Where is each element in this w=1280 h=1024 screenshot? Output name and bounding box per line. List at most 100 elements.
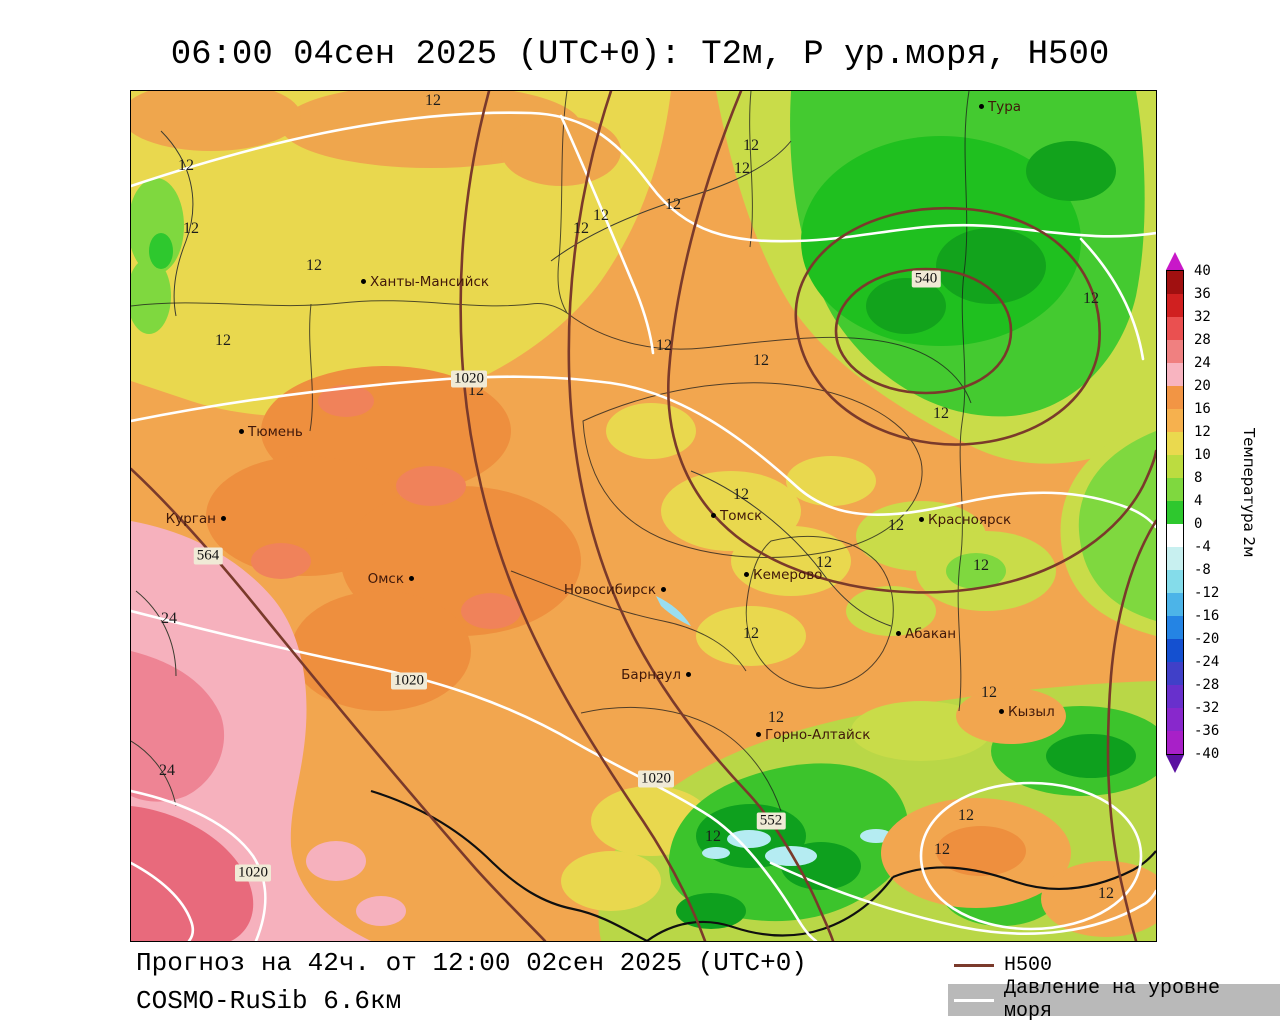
city-label: Горно-Алтайск (765, 727, 871, 743)
isotherm-label: 12 (743, 137, 759, 154)
contour-label: 1020 (235, 864, 271, 882)
isotherm-label: 12 (306, 257, 322, 274)
model-info: COSMO-RuSib 6.6км (136, 986, 402, 1016)
city-dot-icon (978, 103, 984, 109)
city-dot-icon (660, 586, 666, 592)
colorbar-tick: 4 (1194, 493, 1203, 509)
h500-line-sample-icon (954, 963, 994, 967)
city-dot-icon (755, 731, 761, 737)
isotherm-label: 12 (1083, 290, 1099, 307)
colorbar-segment (1167, 294, 1183, 317)
contour-label: 552 (756, 812, 786, 830)
colorbar-arrow-bottom-icon (1166, 755, 1184, 773)
isotherm-label: 12 (656, 337, 672, 354)
colorbar-title: Температура 2м (1240, 428, 1258, 558)
colorbar-tick: 20 (1194, 378, 1211, 394)
isotherm-label: 12 (816, 554, 832, 571)
legend-pressure: Давление на уровне моря (948, 977, 1280, 1023)
page-title: 06:00 04сен 2025 (UTC+0): Т2м, P ур.моря… (170, 36, 1110, 74)
colorbar-segment (1167, 639, 1183, 662)
colorbar-segment (1167, 662, 1183, 685)
colorbar-tick: -40 (1194, 746, 1220, 762)
isotherm-label: 12 (743, 625, 759, 642)
contour-label: 564 (193, 547, 223, 565)
city-dot-icon (743, 571, 749, 577)
isotherm-label: 12 (888, 517, 904, 534)
colorbar-segment (1167, 363, 1183, 386)
isotherm-label: 24 (161, 610, 177, 627)
isotherm-label: 12 (933, 405, 949, 422)
map-overlays: Тура Ханты-Мансийск Тюмень Курган Омск Томск К… (131, 91, 1156, 941)
colorbar-segments (1166, 270, 1184, 755)
colorbar-tick: -20 (1194, 631, 1220, 647)
isotherm-label: 12 (753, 352, 769, 369)
colorbar-tick: 24 (1194, 355, 1211, 371)
colorbar-segment (1167, 685, 1183, 708)
contour-label: 1020 (451, 370, 487, 388)
admin-borders (131, 91, 972, 812)
isotherm-label: 12 (733, 486, 749, 503)
isotherm-label: 12 (981, 684, 997, 701)
colorbar-tick: 28 (1194, 332, 1211, 348)
city-dot-icon (220, 515, 226, 521)
temperature-field (131, 91, 1156, 941)
city-dot-icon (360, 278, 366, 284)
colorbar-segment (1167, 708, 1183, 731)
colorbar-segment (1167, 501, 1183, 524)
isotherm-lines (131, 130, 892, 807)
city-label: Ханты-Мансийск (370, 274, 490, 290)
isotherm-label: 12 (178, 157, 194, 174)
pressure-line-sample-icon (954, 998, 994, 1002)
colorbar-tick-labels: 40 36 32 28 24 20 16 12 10 8 4 0 -4 -8 -12 -16 -20 -24 -28… (1194, 252, 1244, 812)
colorbar-tick: 32 (1194, 309, 1211, 325)
city-label: Абакан (905, 626, 957, 642)
colorbar-tick: 36 (1194, 286, 1211, 302)
colorbar-tick: 0 (1194, 516, 1203, 532)
colorbar-tick: -28 (1194, 677, 1220, 693)
forecast-map: Тура Ханты-Мансийск Тюмень Курган Омск Томск К… (130, 90, 1157, 942)
city-label: Барнаул (621, 667, 681, 683)
isotherm-label: 12 (768, 709, 784, 726)
isotherm-label: 12 (934, 841, 950, 858)
isotherm-label: 12 (1098, 885, 1114, 902)
colorbar-segment (1167, 593, 1183, 616)
colorbar-segment (1167, 524, 1183, 547)
h500-label: H500 (1004, 953, 1053, 977)
isotherm-label: 12 (593, 207, 609, 224)
colorbar-tick: -36 (1194, 723, 1220, 739)
colorbar-segment (1167, 340, 1183, 363)
city-dot-icon (238, 428, 244, 434)
city-dot-icon (998, 708, 1004, 714)
colorbar-tick: 16 (1194, 401, 1211, 417)
colorbar-tick: -24 (1194, 654, 1220, 670)
colorbar-segment (1167, 409, 1183, 432)
pressure-isobars (131, 111, 1156, 941)
city-dot-icon (685, 671, 691, 677)
colorbar-tick: -4 (1194, 539, 1211, 555)
colorbar-segment (1167, 547, 1183, 570)
colorbar-segment (1167, 731, 1183, 754)
colorbar-segment (1167, 455, 1183, 478)
city-label: Омск (367, 571, 404, 587)
contour-label: 1020 (391, 672, 427, 690)
colorbar-segment (1167, 432, 1183, 455)
city-label: Красноярск (928, 512, 1012, 528)
isotherm-label: 12 (705, 828, 721, 845)
colorbar-arrow-top-icon (1166, 252, 1184, 270)
h500-contours (131, 91, 1156, 941)
colorbar-tick: -8 (1194, 562, 1211, 578)
colorbar-tick: -32 (1194, 700, 1220, 716)
isotherm-label: 12 (215, 332, 231, 349)
colorbar-tick: 40 (1194, 263, 1211, 279)
temperature-colorbar: 40 36 32 28 24 20 16 12 10 8 4 0 -4 -8 -12 -16 -20 -24 -28… (1166, 252, 1280, 812)
isotherm-label: 12 (734, 160, 750, 177)
city-label: Кызыл (1008, 704, 1055, 720)
forecast-info: Прогноз на 42ч. от 12:00 02сен 2025 (UTC… (136, 948, 807, 978)
city-label: Тюмень (248, 424, 303, 440)
colorbar-tick: 10 (1194, 447, 1211, 463)
isotherm-label: 12 (573, 220, 589, 237)
city-dot-icon (408, 575, 414, 581)
city-label: Томск (720, 508, 763, 524)
city-dot-icon (918, 516, 924, 522)
